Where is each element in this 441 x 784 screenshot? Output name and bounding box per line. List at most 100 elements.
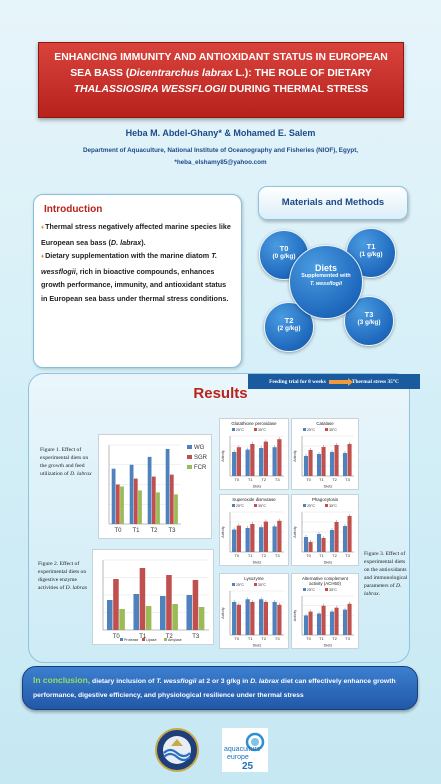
legend-swatch xyxy=(187,455,192,459)
x-tick-label: T1 xyxy=(319,477,324,482)
bar xyxy=(198,607,205,630)
bar xyxy=(272,526,277,552)
bar xyxy=(259,599,264,635)
legend-swatch xyxy=(254,583,257,586)
introduction-panel: Introduction ♦Thermal stress negatively … xyxy=(33,194,242,368)
legend-swatch xyxy=(232,583,235,586)
legend-label: 25°C xyxy=(307,588,315,592)
x-tick-label: T2 xyxy=(261,553,266,558)
bar xyxy=(316,534,322,552)
niof-logo xyxy=(155,727,199,773)
growth-chart: WG SGR FCR T0 T1 T2 T3 xyxy=(98,434,212,539)
y-axis-label: Activity xyxy=(293,610,297,622)
bar xyxy=(272,602,277,635)
legend-label: 35°C xyxy=(258,428,266,432)
ae-line-1: aquaculture xyxy=(224,746,261,753)
x-tick-label: T3 xyxy=(168,528,176,534)
chart-title: Catalase xyxy=(316,421,334,426)
x-tick-label: T0 xyxy=(306,553,311,558)
bar xyxy=(147,456,152,524)
bar xyxy=(347,603,352,635)
legend-swatch xyxy=(187,445,192,449)
legend-label: 35°C xyxy=(329,428,337,432)
bar xyxy=(277,439,282,476)
bar xyxy=(250,602,255,635)
bar xyxy=(277,604,282,635)
bar xyxy=(272,447,277,476)
introduction-heading: Introduction xyxy=(44,204,103,215)
bar xyxy=(166,575,172,630)
chart-title: activity (ACH50) xyxy=(309,581,341,586)
bar xyxy=(151,476,156,524)
bar xyxy=(347,516,352,552)
bar xyxy=(156,492,160,524)
legend-swatch xyxy=(303,428,306,431)
x-tick-label: T1 xyxy=(248,636,253,641)
legend-label: Lipase xyxy=(146,638,157,642)
results-heading: Results xyxy=(193,385,248,402)
x-tick-label: T3 xyxy=(275,553,280,558)
x-tick-label: T0 xyxy=(114,528,122,534)
y-axis-label: Activity xyxy=(221,526,225,538)
chart-svg: Glutathione peroxidase 25°C 35°C Activity T0… xyxy=(221,421,284,489)
figure-2-caption: Figure 2. Effect of experimental diets o… xyxy=(38,561,88,591)
x-tick-label: T1 xyxy=(248,477,253,482)
bar xyxy=(259,448,264,476)
intro-bullet-2: ♦Dietary supplementation with the marine… xyxy=(41,251,229,303)
bar xyxy=(316,454,322,476)
bar xyxy=(133,594,140,630)
bar xyxy=(232,529,237,552)
chart-title: Alternative complement xyxy=(302,576,349,581)
x-tick-label: T0 xyxy=(234,636,239,641)
y-axis-label: Activity xyxy=(221,450,225,462)
bar xyxy=(334,522,339,552)
legend-swatch xyxy=(232,504,235,507)
chart-svg: WG SGR FCR T0 T1 T2 T3 xyxy=(108,444,208,534)
affiliation: Department of Aquaculture, National Inst… xyxy=(0,145,441,169)
chart-title: Superoxide dismutase xyxy=(232,497,276,502)
methods-heading: Materials and Methods xyxy=(258,186,408,220)
x-tick-label: T1 xyxy=(248,553,253,558)
y-axis-label: Activity xyxy=(221,607,225,619)
ach50-chart: Alternative complement activity (ACH50) 25… xyxy=(291,573,359,649)
trial-right-label: Thermal stress 35°C xyxy=(351,378,399,385)
bar xyxy=(329,452,335,476)
bar xyxy=(321,447,326,476)
bar xyxy=(303,456,309,476)
legend-label: 25°C xyxy=(307,504,315,508)
chart-title: Lysozyme xyxy=(244,576,264,581)
diets-center-circle: Diets Supplemented with T. wessflogii xyxy=(289,245,363,319)
legend-swatch xyxy=(232,428,235,431)
legend-label: 25°C xyxy=(307,428,315,432)
bullet-icon: ♦ xyxy=(41,225,45,231)
bar xyxy=(347,444,352,476)
x-tick-label: T3 xyxy=(192,634,200,640)
bar xyxy=(316,613,322,635)
x-axis-label: Diets xyxy=(253,561,262,565)
x-tick-label: T3 xyxy=(275,477,280,482)
bar xyxy=(334,607,339,635)
x-tick-label: T2 xyxy=(332,477,337,482)
legend-label: 25°C xyxy=(236,504,244,508)
bar xyxy=(245,528,250,552)
legend-label: 35°C xyxy=(329,504,337,508)
bar xyxy=(329,530,335,552)
bar xyxy=(245,599,250,635)
legend-label: 35°C xyxy=(258,504,266,508)
bar xyxy=(263,441,269,476)
chart-svg: Superoxide dismutase 25°C 35°C Activity T0 T1… xyxy=(221,497,284,565)
bar xyxy=(263,602,269,635)
bar xyxy=(277,520,282,552)
x-tick-label: T2 xyxy=(332,636,337,641)
x-axis-label: Diets xyxy=(324,644,333,648)
glutathione-peroxidase-chart: Glutathione peroxidase 25°C 35°C Activity T0… xyxy=(219,418,289,490)
x-axis-label: Diets xyxy=(253,644,262,648)
x-tick-label: T0 xyxy=(234,553,239,558)
figure-1-caption: Figure 1. Effect of experimental diets o… xyxy=(40,447,92,477)
legend-swatch xyxy=(142,638,145,641)
title-line-1: ENHANCING IMMUNITY AND ANTIOXIDANT STATU… xyxy=(54,52,388,63)
legend-label: Amylase xyxy=(168,638,182,642)
bar xyxy=(236,447,242,476)
catalase-chart: Catalase 25°C 35°C Activity T0 T1 T2 T3 Diets xyxy=(291,418,359,490)
x-tick-label: T1 xyxy=(319,636,324,641)
